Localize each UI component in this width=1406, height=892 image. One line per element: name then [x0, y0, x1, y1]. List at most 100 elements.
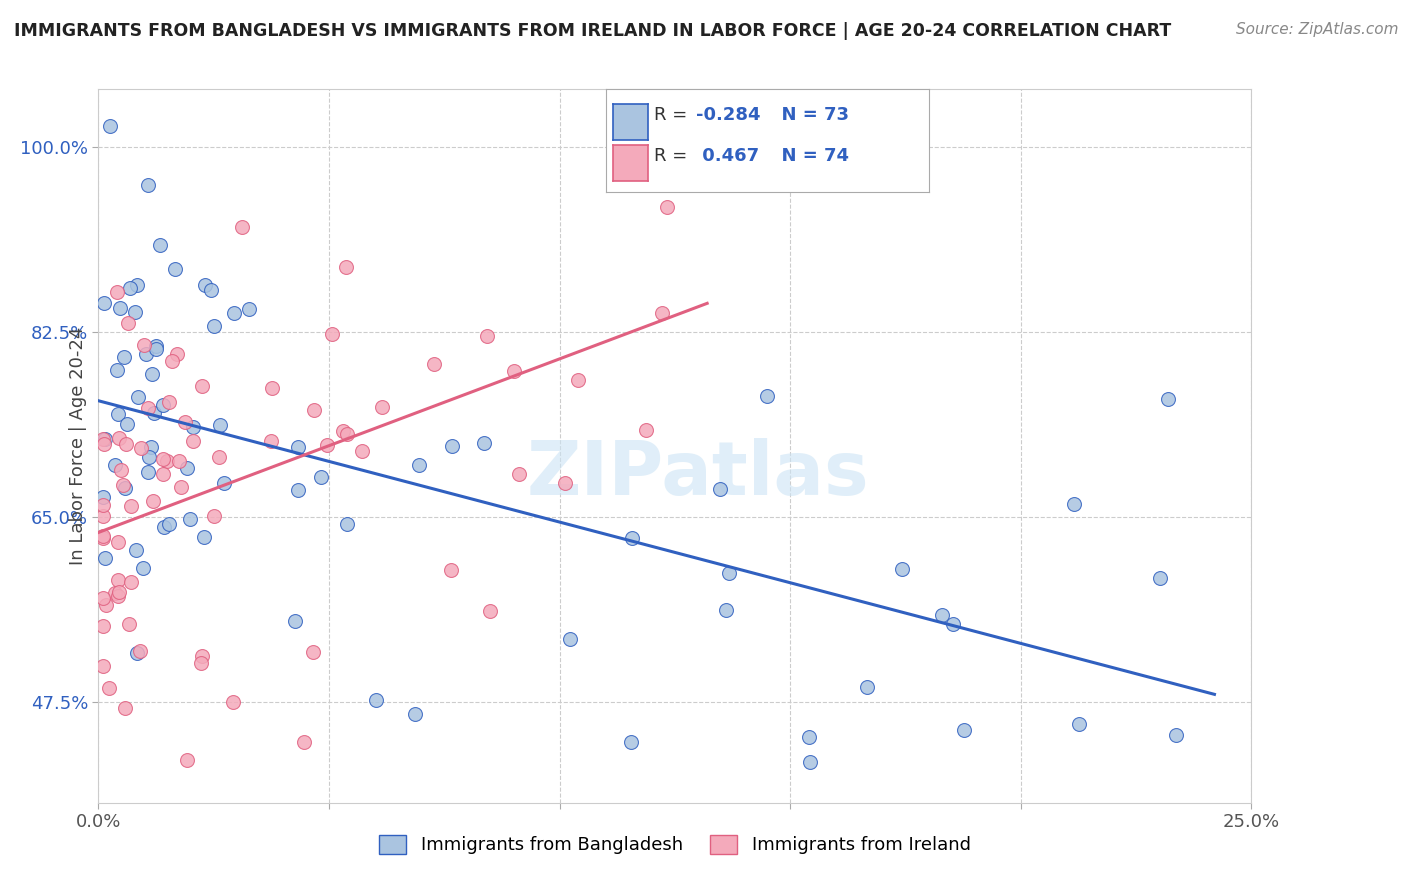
Point — [91, 619, 114, 633]
Point — [756, 389, 779, 403]
Point — [91, 659, 114, 673]
Point — [212, 476, 235, 491]
Point — [316, 438, 339, 452]
Point — [107, 407, 129, 421]
Point — [709, 482, 731, 496]
Point — [194, 278, 217, 293]
Point — [856, 681, 879, 695]
Point — [620, 735, 643, 749]
Point — [309, 470, 332, 484]
Point — [352, 444, 374, 458]
Point — [118, 617, 141, 632]
Point — [799, 731, 821, 745]
Point — [1149, 571, 1171, 585]
Point — [634, 423, 657, 437]
Point — [302, 645, 325, 659]
Point — [167, 454, 190, 468]
Point — [440, 439, 463, 453]
Point — [714, 603, 737, 617]
Point — [120, 574, 142, 589]
Point — [475, 329, 498, 343]
Point — [479, 604, 502, 618]
Point — [181, 420, 204, 434]
Point — [191, 379, 214, 393]
Point — [1166, 728, 1188, 742]
Point — [404, 706, 426, 721]
Point — [190, 657, 212, 671]
Point — [138, 178, 160, 192]
Point — [321, 327, 343, 342]
Text: R =: R = — [654, 106, 693, 124]
Point — [370, 401, 392, 415]
Point — [260, 380, 283, 394]
Point — [108, 431, 131, 445]
Point — [142, 493, 165, 508]
Point — [163, 261, 186, 276]
Point — [104, 458, 127, 473]
Point — [107, 589, 129, 603]
Point — [129, 643, 152, 657]
Point — [157, 517, 180, 532]
Point — [141, 367, 163, 381]
Point — [93, 550, 115, 565]
Point — [508, 467, 530, 482]
Text: R =: R = — [654, 147, 693, 165]
Point — [183, 434, 205, 448]
Point — [440, 563, 463, 577]
Point — [336, 426, 359, 441]
Point — [138, 450, 160, 464]
Text: Source: ZipAtlas.com: Source: ZipAtlas.com — [1236, 22, 1399, 37]
Point — [105, 285, 128, 299]
Point — [152, 467, 174, 481]
Point — [91, 591, 114, 605]
Point — [91, 490, 114, 504]
Point — [1069, 717, 1091, 731]
Point — [173, 415, 195, 429]
Point — [115, 417, 138, 432]
Point — [111, 478, 134, 492]
Point — [118, 280, 141, 294]
Point — [125, 543, 148, 558]
Text: 0.467: 0.467 — [696, 147, 759, 165]
Point — [260, 434, 283, 448]
Point — [294, 734, 316, 748]
Point — [120, 499, 142, 513]
Point — [222, 306, 245, 320]
Point — [129, 441, 152, 455]
Point — [287, 483, 309, 497]
Point — [91, 498, 114, 512]
Point — [953, 723, 976, 737]
Point — [136, 401, 159, 416]
Point — [107, 585, 129, 599]
Point — [423, 357, 446, 371]
Point — [503, 364, 526, 378]
Point — [107, 573, 129, 587]
Point — [231, 219, 253, 234]
Point — [193, 530, 215, 544]
Point — [104, 586, 127, 600]
Point — [284, 614, 307, 628]
Point — [93, 437, 115, 451]
Point — [208, 417, 231, 432]
Point — [620, 531, 643, 545]
Point — [152, 452, 174, 467]
Point — [179, 511, 201, 525]
Point — [931, 607, 953, 622]
Point — [124, 304, 146, 318]
Point — [560, 632, 582, 646]
Point — [91, 509, 114, 524]
Point — [336, 516, 359, 531]
Point — [238, 302, 260, 317]
Point — [114, 437, 136, 451]
Point — [202, 319, 225, 334]
Point — [1157, 392, 1180, 406]
Point — [112, 350, 135, 364]
Point — [176, 753, 198, 767]
Point — [143, 406, 166, 420]
Point — [176, 460, 198, 475]
Point — [799, 756, 821, 770]
Point — [93, 296, 115, 310]
Text: N = 73: N = 73 — [769, 106, 849, 124]
Point — [97, 681, 120, 695]
Point — [91, 432, 114, 446]
